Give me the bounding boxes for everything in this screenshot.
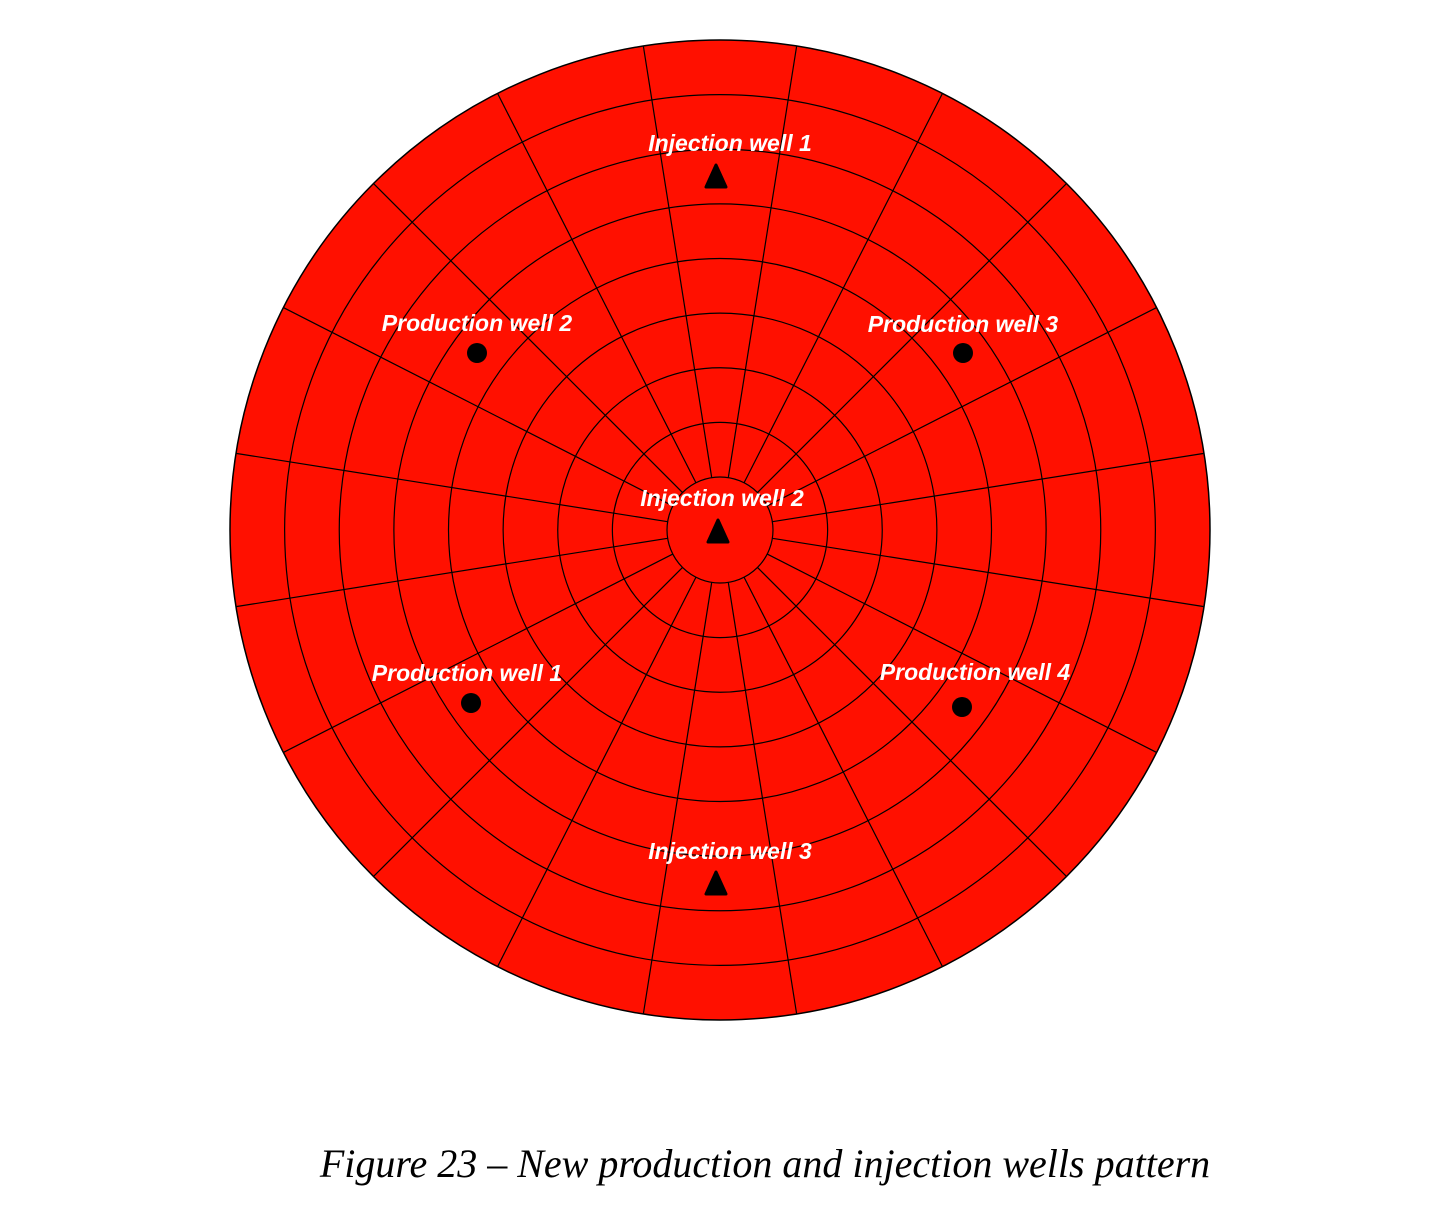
grid-spoke xyxy=(283,553,674,753)
production-marker xyxy=(467,343,487,363)
grid-spoke xyxy=(373,183,683,493)
grid-ring xyxy=(502,312,938,748)
grid-spoke xyxy=(743,93,943,484)
grid-spoke xyxy=(642,582,713,1015)
grid-ring xyxy=(284,94,1156,966)
grid-spoke xyxy=(772,452,1205,523)
grid-ring xyxy=(557,367,883,693)
well-label: Production well 2 xyxy=(382,310,573,336)
grid-ring xyxy=(611,421,829,639)
wells: Injection well 1 Production well 2 Produ… xyxy=(372,130,1071,896)
well-label: Injection well 1 xyxy=(648,130,812,156)
grid-spoke xyxy=(283,307,674,507)
grid-spoke xyxy=(766,553,1157,753)
grid-spoke xyxy=(757,183,1067,493)
grid-spoke xyxy=(497,93,697,484)
production-marker xyxy=(461,693,481,713)
grid-spoke xyxy=(235,537,668,608)
grid-spoke xyxy=(642,45,713,478)
grid-ring xyxy=(447,257,993,803)
grid-spoke xyxy=(727,45,798,478)
grid-spoke xyxy=(235,452,668,523)
grid-spoke xyxy=(373,567,683,877)
grid-spoke xyxy=(772,537,1205,608)
well-label: Injection well 3 xyxy=(648,838,812,864)
radial-grid xyxy=(235,45,1205,1015)
grid-spoke xyxy=(497,576,697,967)
grid-ring xyxy=(338,148,1102,912)
production-marker xyxy=(953,343,973,363)
injection-marker xyxy=(704,163,728,189)
grid-ring xyxy=(666,476,774,584)
well-label: Production well 4 xyxy=(880,659,1071,685)
grid-spoke xyxy=(727,582,798,1015)
grid-spoke xyxy=(766,307,1157,507)
grid-spoke xyxy=(743,576,943,967)
grid-spoke xyxy=(757,567,1067,877)
injection-marker xyxy=(706,518,730,544)
caption: Figure 23 – New production and injection… xyxy=(319,1141,1210,1186)
well-label: Production well 3 xyxy=(868,311,1059,337)
production-marker xyxy=(952,697,972,717)
injection-marker xyxy=(704,870,728,896)
grid-ring xyxy=(393,203,1047,857)
well-label: Injection well 2 xyxy=(640,485,804,511)
well-label: Production well 1 xyxy=(372,660,562,686)
